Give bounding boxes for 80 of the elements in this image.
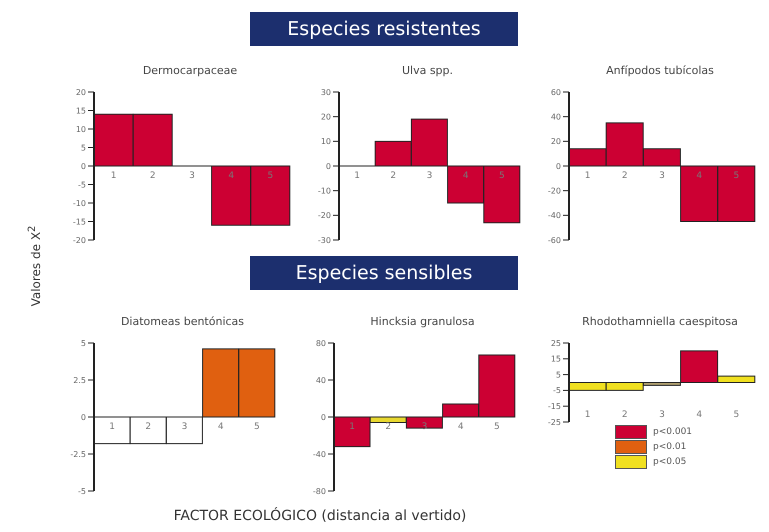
y-tick-label: 0 — [326, 162, 331, 171]
y-tick-label: 20 — [550, 137, 561, 146]
x-tick-label: 4 — [462, 171, 469, 181]
y-tick-label: -80 — [312, 486, 326, 496]
y-tick-label: 60 — [550, 88, 561, 97]
x-tick-label: 1 — [349, 422, 355, 432]
x-tick-label: 4 — [696, 171, 702, 181]
y-tick-label: 15 — [76, 106, 86, 116]
chart-title: Rhodothamniella caespitosa — [581, 315, 739, 330]
x-tick-label: 3 — [659, 410, 665, 420]
y-tick-label: 5 — [80, 143, 86, 152]
legend-label: p<0.001 — [653, 426, 692, 436]
x-tick-label: 1 — [110, 171, 116, 181]
legend-label: p<0.05 — [653, 456, 686, 466]
y-tick-label: -5 — [78, 180, 86, 190]
x-tick-label: 1 — [354, 171, 360, 181]
y-tick-label: 0 — [80, 162, 86, 171]
x-tick-label: 2 — [622, 171, 628, 181]
y-tick-label: 0 — [320, 412, 326, 422]
y-tick-label: 80 — [316, 338, 326, 348]
y-tick-label: -15 — [72, 217, 86, 226]
y-tick-label: 10 — [320, 137, 331, 146]
chart-title: Ulva spp. — [400, 64, 454, 79]
y-tick-label: -40 — [548, 211, 561, 220]
x-tick-label: 3 — [189, 171, 195, 181]
y-tick-label: 25 — [550, 338, 561, 348]
y-tick-label: -5 — [553, 386, 561, 396]
x-tick-label: 3 — [182, 422, 188, 432]
x-tick-label: 2 — [390, 171, 396, 181]
x-tick-label: 1 — [109, 422, 115, 432]
y-tick-label: 40 — [550, 112, 561, 122]
y-tick-label: -40 — [312, 450, 326, 459]
y-tick-label: -5 — [78, 486, 86, 496]
x-tick-label: 5 — [734, 171, 740, 181]
chart-title: Diatomeas bentónicas — [120, 315, 246, 330]
y-tick-label: -10 — [72, 198, 86, 208]
x-tick-label: 2 — [150, 171, 156, 181]
x-tick-label: 4 — [696, 410, 702, 420]
y-tick-label: 10 — [76, 124, 86, 134]
y-tick-label: -20 — [318, 211, 331, 220]
x-tick-label: 5 — [254, 422, 260, 432]
x-tick-label: 5 — [499, 171, 505, 181]
chart-title: Anfípodos tubícolas — [605, 64, 715, 79]
x-tick-label: 3 — [659, 171, 665, 181]
chart-title: Hincksia granulosa — [369, 315, 476, 330]
x-tick-label: 1 — [584, 171, 590, 181]
text: Especies resistentes — [250, 12, 518, 46]
y-tick-label: -20 — [72, 236, 86, 245]
x-tick-label: 4 — [218, 422, 224, 432]
x-tick-label: 5 — [734, 410, 740, 420]
y-tick-label: -15 — [548, 402, 561, 412]
x-tick-label: 2 — [385, 422, 392, 432]
x-axis-title: FACTOR ECOLÓGICO (distancia al vertido) — [172, 508, 468, 524]
x-tick-label: 4 — [228, 171, 234, 181]
x-tick-label: 3 — [426, 171, 432, 181]
y-tick-label: -20 — [548, 186, 561, 196]
y-tick-label: -10 — [318, 186, 331, 196]
y-tick-label: -30 — [318, 236, 331, 245]
x-tick-label: 1 — [584, 410, 590, 420]
y-tick-label: 5 — [556, 370, 561, 380]
chart-title: Dermocarpaceae — [142, 64, 238, 79]
y-tick-label: 15 — [550, 354, 561, 364]
y-tick-label: -60 — [548, 236, 561, 245]
y-tick-label: 0 — [556, 162, 561, 171]
y-tick-label: 20 — [320, 112, 331, 122]
y-tick-label: 5 — [80, 338, 86, 348]
y-tick-label: 2.5 — [73, 376, 86, 385]
x-tick-label: 2 — [622, 410, 628, 420]
x-tick-label: 2 — [145, 422, 152, 432]
legend-label: p<0.01 — [653, 442, 686, 452]
y-tick-label: 20 — [76, 88, 86, 97]
x-tick-label: 5 — [494, 422, 500, 432]
y-tick-label: -2.5 — [70, 450, 86, 459]
x-tick-label: 5 — [268, 171, 274, 181]
text: Especies sensibles — [250, 256, 518, 290]
y-tick-label: 40 — [316, 376, 326, 385]
y-tick-label: -25 — [548, 418, 561, 427]
x-tick-label: 4 — [458, 422, 464, 432]
y-tick-label: 30 — [320, 88, 331, 97]
y-tick-label: 0 — [80, 412, 86, 422]
